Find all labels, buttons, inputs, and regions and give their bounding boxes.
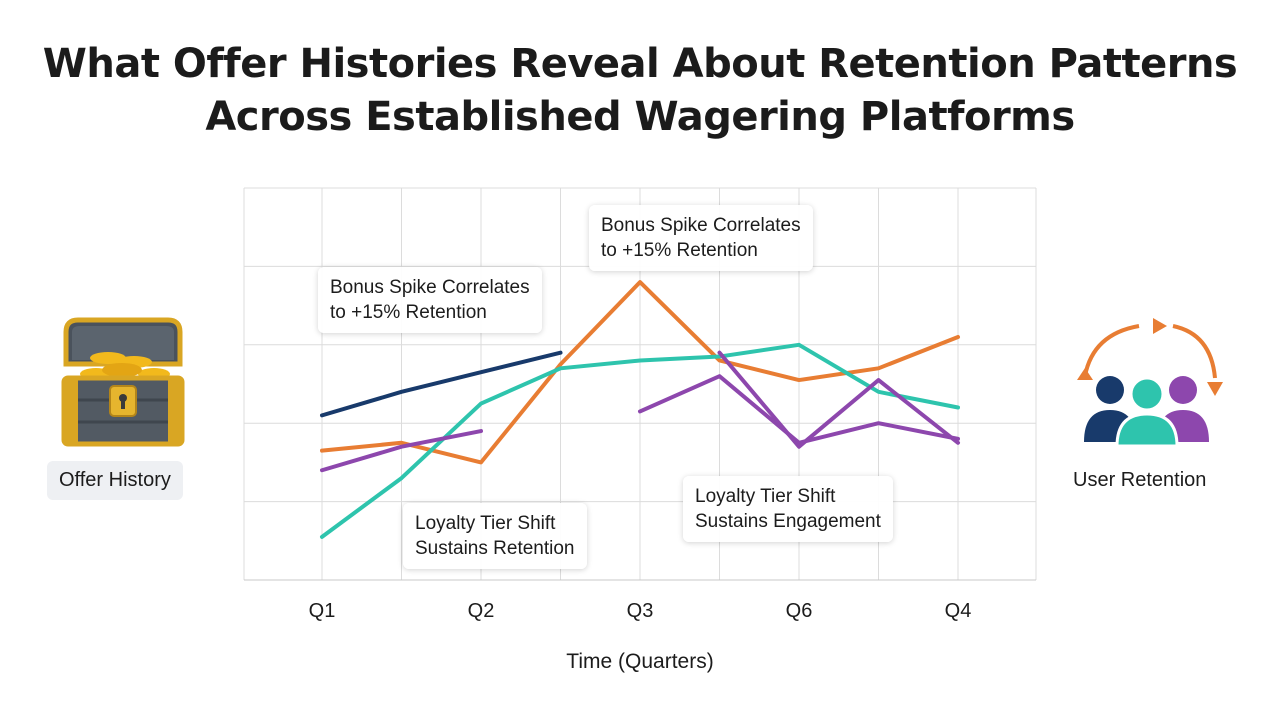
series-line-6	[717, 350, 960, 449]
series-line-5	[638, 374, 960, 445]
annotation-line: Sustains Engagement	[695, 511, 881, 532]
title-line-1: What Offer Histories Reveal About Retent…	[42, 41, 1238, 87]
user-retention-label-text: User Retention	[1073, 469, 1207, 491]
annotation-line: Bonus Spike Correlates	[601, 215, 801, 236]
x-tick-label: Q6	[786, 600, 813, 622]
chart-series	[320, 280, 960, 539]
annotation-line: to +15% Retention	[330, 302, 487, 323]
annotation-line: Loyalty Tier Shift	[695, 486, 836, 507]
x-tick-label: Q1	[309, 600, 336, 622]
offer-history-label: Offer History	[47, 461, 183, 500]
x-axis-label: Time (Quarters)	[566, 650, 713, 673]
x-tick-labels: Q1 Q2 Q3 Q6 Q4	[309, 600, 972, 622]
annotation-loyalty-engagement: Loyalty Tier Shift Sustains Engagement	[683, 476, 893, 542]
series-line-2	[320, 350, 563, 418]
annotation-bonus-spike-2: Bonus Spike Correlates to +15% Retention	[589, 205, 813, 271]
chart-title: What Offer Histories Reveal About Retent…	[0, 38, 1280, 144]
series-line-4	[320, 342, 960, 539]
annotation-line: to +15% Retention	[601, 240, 758, 261]
x-tick-label: Q4	[945, 600, 972, 622]
annotation-line: Loyalty Tier Shift	[415, 513, 556, 534]
annotation-bonus-spike-1: Bonus Spike Correlates to +15% Retention	[318, 267, 542, 333]
offer-history-label-text: Offer History	[59, 469, 171, 491]
user-retention-cycle-icon	[1077, 318, 1223, 448]
title-line-2: Across Established Wagering Platforms	[205, 94, 1075, 140]
series-line-3	[320, 280, 960, 465]
x-tick-label: Q3	[627, 600, 654, 622]
x-tick-label: Q2	[468, 600, 495, 622]
annotation-loyalty-retention: Loyalty Tier Shift Sustains Retention	[403, 503, 587, 569]
treasure-chest-icon	[61, 317, 185, 447]
annotation-line: Sustains Retention	[415, 538, 575, 559]
series-line-5	[320, 429, 483, 473]
annotation-line: Bonus Spike Correlates	[330, 277, 530, 298]
user-retention-label: User Retention	[1073, 469, 1206, 492]
